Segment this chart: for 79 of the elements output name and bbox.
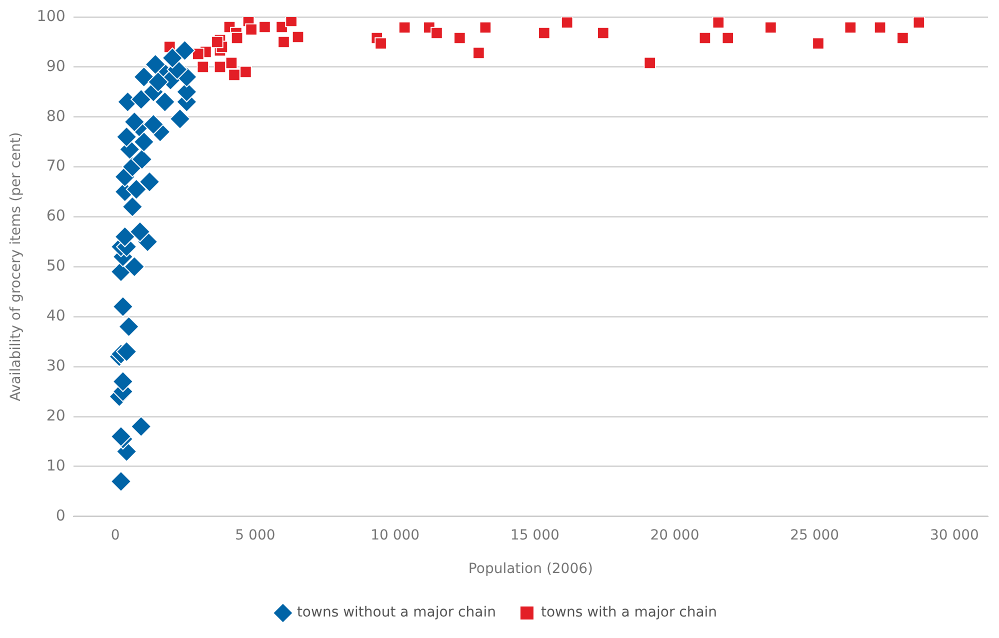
point	[538, 26, 550, 40]
point	[285, 17, 298, 28]
point	[698, 32, 712, 44]
point	[479, 21, 492, 34]
point	[131, 148, 152, 170]
point	[192, 48, 204, 60]
x-tick-label: 5 000	[235, 527, 276, 544]
point	[144, 54, 166, 75]
point	[214, 60, 226, 74]
point	[644, 56, 656, 70]
x-tick-label: 10 000	[370, 527, 420, 544]
point	[118, 316, 140, 338]
point	[116, 126, 138, 148]
y-tick-label: 60	[46, 206, 66, 225]
point	[196, 60, 210, 74]
y-tick-label: 0	[56, 506, 66, 524]
point	[912, 17, 926, 29]
point	[211, 36, 224, 48]
point	[130, 88, 152, 110]
y-tick-label: 40	[46, 306, 66, 325]
x-tick-label: 0	[110, 527, 120, 544]
point	[812, 37, 824, 50]
point	[245, 23, 258, 36]
point	[240, 66, 252, 78]
point	[116, 341, 138, 362]
point	[874, 21, 886, 34]
point	[122, 196, 143, 218]
point	[112, 371, 134, 392]
y-tick-label: 80	[46, 106, 66, 125]
point	[560, 17, 574, 29]
point	[142, 114, 164, 135]
point	[764, 21, 777, 34]
point	[110, 470, 132, 492]
point	[174, 40, 196, 61]
x-tick-label: 25 000	[790, 527, 840, 544]
x-axis-title: Population (2006)	[468, 561, 593, 578]
point	[278, 36, 290, 48]
point	[126, 178, 147, 200]
point	[169, 108, 190, 130]
point	[124, 256, 145, 278]
point	[162, 47, 183, 68]
point	[896, 32, 909, 44]
point	[130, 416, 152, 438]
point	[114, 226, 136, 248]
point	[292, 30, 304, 44]
point	[133, 66, 154, 88]
x-tick-label: 30 000	[930, 527, 979, 544]
x-tick-label: 20 000	[650, 527, 700, 544]
y-tick-label: 10	[46, 456, 66, 474]
y-tick-label: 90	[46, 56, 66, 75]
point	[596, 26, 610, 40]
point	[230, 32, 244, 44]
point	[154, 91, 176, 112]
point	[398, 21, 411, 34]
point	[472, 46, 485, 60]
y-axis-title: Availability of grocery items (per cent)	[8, 132, 24, 402]
point	[712, 17, 725, 29]
point	[722, 32, 734, 44]
point	[374, 37, 387, 50]
y-tick-label: 100	[36, 6, 66, 25]
point	[225, 56, 238, 70]
point	[112, 296, 134, 318]
point	[124, 111, 145, 132]
y-tick-label: 70	[46, 156, 66, 175]
legend-label: towns without a major chain	[296, 604, 496, 621]
point	[133, 131, 154, 152]
point	[148, 71, 169, 92]
point	[139, 171, 160, 192]
point	[430, 26, 443, 40]
point	[129, 221, 150, 242]
y-tick-label: 50	[46, 256, 66, 275]
x-tick-label: 15 000	[510, 527, 560, 544]
legend-label: towns with a major chain	[540, 604, 718, 621]
point	[258, 20, 271, 34]
point	[228, 68, 240, 82]
point	[844, 21, 857, 34]
y-tick-label: 30	[46, 356, 66, 374]
point	[454, 32, 466, 44]
y-tick-label: 20	[46, 406, 66, 424]
